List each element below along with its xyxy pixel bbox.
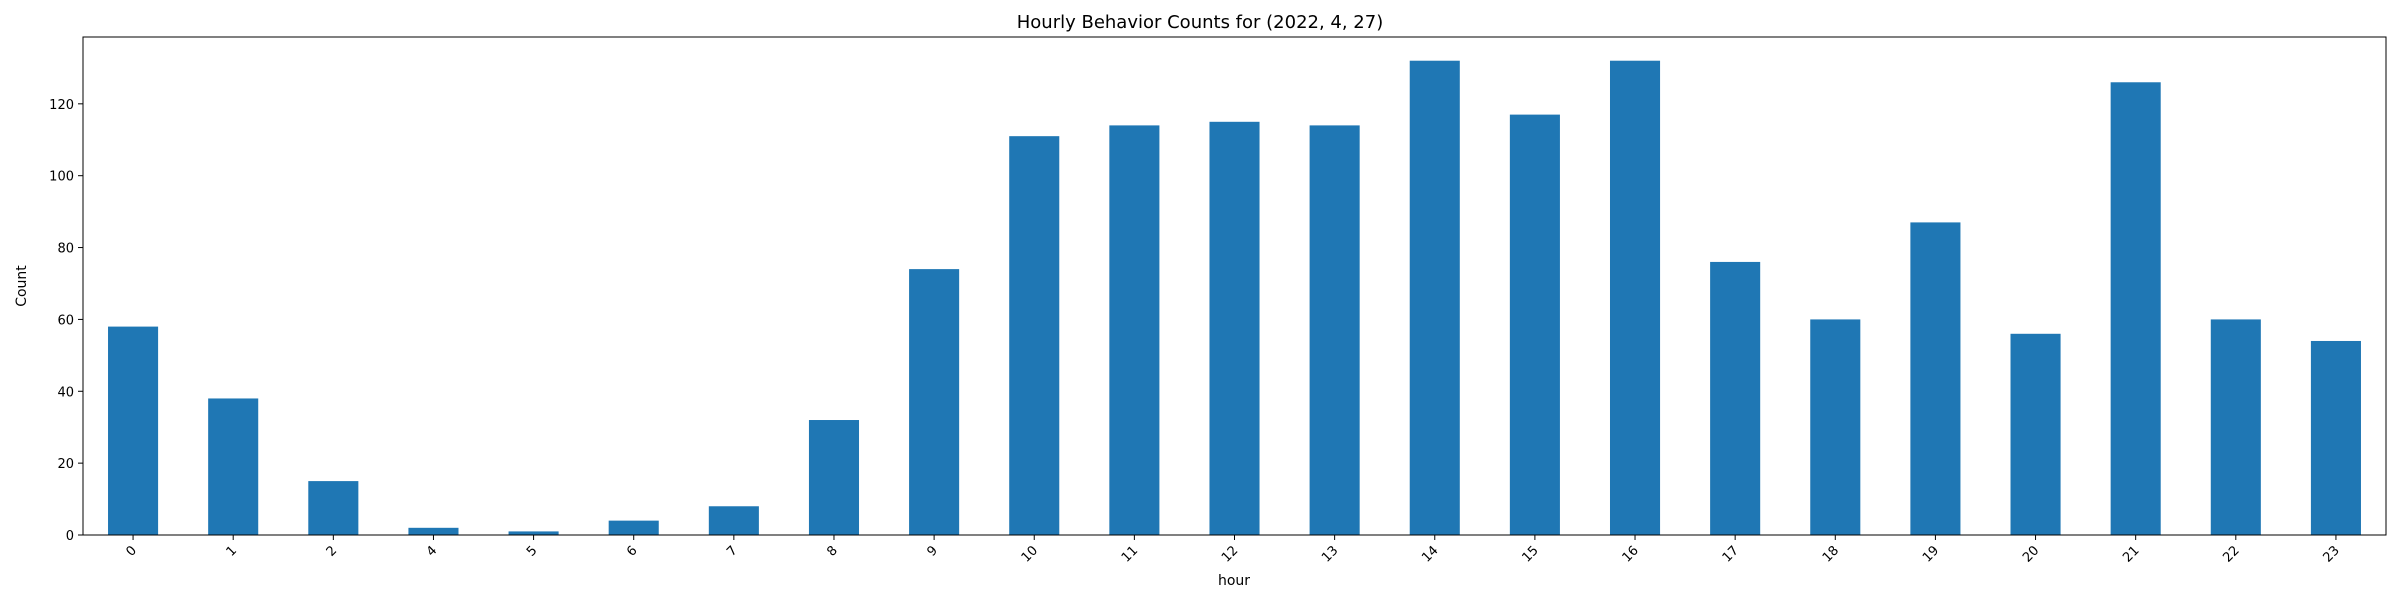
x-tick-label: 4 [424, 543, 440, 559]
chart-title: Hourly Behavior Counts for (2022, 4, 27) [1017, 12, 1384, 33]
bar-hour-23 [2310, 340, 2361, 535]
bar-hour-21 [2110, 82, 2161, 536]
plot-frame [82, 36, 2387, 536]
bar-hour-19 [1910, 222, 1961, 535]
bars-group [108, 60, 2361, 536]
x-tick-label: 5 [524, 543, 540, 559]
x-tick-label: 12 [1219, 543, 1241, 565]
bar-hour-9 [909, 269, 960, 535]
bar-hour-0 [108, 326, 159, 535]
x-tick-label: 7 [724, 543, 740, 559]
bar-hour-6 [608, 520, 659, 535]
x-tick-label: 2 [324, 543, 340, 559]
bar-hour-14 [1409, 60, 1460, 536]
bar-hour-8 [808, 420, 860, 535]
x-tick-label: 15 [1519, 543, 1541, 565]
x-tick-label: 17 [1720, 543, 1742, 565]
x-tick-label: 1 [224, 543, 240, 559]
x-tick-label: 22 [2220, 543, 2242, 565]
bar-hour-18 [1810, 319, 1861, 535]
x-axis-label: hour [1218, 573, 1250, 589]
x-tick-label: 23 [2320, 543, 2342, 565]
x-tick-label: 20 [2020, 543, 2042, 565]
y-tick-label: 80 [57, 242, 74, 257]
x-tick-label: 16 [1620, 543, 1642, 565]
y-tick-label: 20 [57, 457, 74, 472]
x-tick-label: 11 [1119, 543, 1141, 565]
x-tick-label: 9 [924, 543, 940, 559]
y-tick-label: 60 [57, 313, 74, 328]
bar-hour-15 [1509, 114, 1560, 536]
bar-hour-1 [208, 398, 259, 535]
bar-hour-22 [2210, 319, 2261, 535]
x-tick-label: 0 [123, 543, 139, 559]
y-tick-label: 0 [66, 529, 74, 544]
y-axis-ticks: 0 20 40 60 80 100 120 [49, 98, 83, 544]
bar-hour-7 [708, 506, 759, 535]
x-axis-ticks: 0 1 2 4 5 6 7 8 9 10 11 12 13 14 15 16 17 18 19 20 21 22 23 [123, 535, 2343, 566]
bar-hour-20 [2010, 333, 2061, 535]
x-tick-label: 21 [2120, 543, 2142, 565]
y-tick-label: 100 [49, 170, 74, 185]
bar-hour-2 [308, 481, 359, 535]
bar-hour-12 [1209, 121, 1260, 536]
x-tick-label: 18 [1820, 543, 1842, 565]
bar-hour-16 [1609, 60, 1661, 536]
bar-hour-10 [1009, 136, 1060, 536]
y-tick-label: 120 [49, 98, 74, 113]
bar-hour-13 [1309, 125, 1360, 535]
x-tick-label: 14 [1419, 543, 1441, 565]
bar-hour-11 [1109, 125, 1160, 535]
bar-hour-4 [408, 527, 459, 535]
x-tick-label: 8 [824, 543, 840, 559]
x-tick-label: 6 [624, 543, 640, 559]
x-tick-label: 13 [1319, 543, 1341, 565]
y-tick-label: 40 [57, 385, 74, 400]
bar-hour-5 [508, 531, 559, 535]
x-tick-label: 10 [1019, 543, 1041, 565]
x-tick-label: 19 [1920, 543, 1942, 565]
bar-hour-17 [1710, 261, 1761, 535]
y-axis-label: Count [14, 265, 30, 307]
